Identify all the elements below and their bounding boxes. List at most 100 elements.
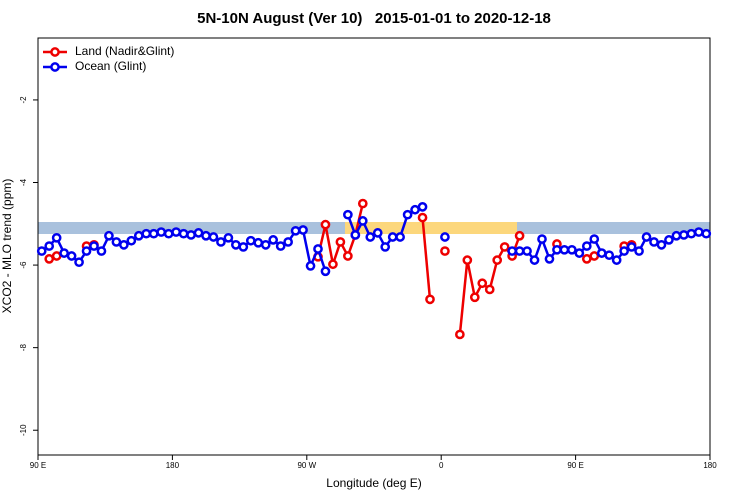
data-point — [455, 329, 465, 340]
data-point — [514, 246, 525, 256]
x-tick-label: 180 — [166, 461, 180, 470]
data-point — [581, 241, 592, 251]
data-point — [81, 246, 92, 256]
data-point — [148, 228, 159, 239]
data-point — [231, 239, 241, 250]
data-point — [313, 244, 323, 254]
chart-title: 5N-10N August (Ver 10) 2015-01-01 to 202… — [197, 10, 551, 27]
data-point — [320, 266, 331, 277]
surface-band — [38, 222, 710, 234]
data-point — [596, 248, 607, 258]
data-point — [387, 232, 398, 242]
x-tick-label: 180 — [703, 461, 717, 470]
data-point — [395, 232, 405, 242]
legend-marker — [50, 62, 60, 72]
data-point — [372, 228, 383, 238]
data-point — [343, 251, 353, 261]
data-point — [686, 228, 697, 239]
data-point — [499, 242, 510, 252]
data-point — [641, 232, 652, 242]
data-point — [693, 227, 704, 237]
data-point — [156, 227, 167, 237]
data-point — [320, 219, 331, 230]
y-tick-label: -4 — [19, 178, 28, 186]
data-point — [357, 216, 368, 226]
y-tick-label: -2 — [19, 96, 28, 104]
data-point — [544, 254, 555, 264]
data-point — [529, 255, 540, 265]
data-point — [656, 239, 667, 250]
data-point — [484, 284, 495, 295]
data-point — [589, 234, 600, 244]
plot-frame — [37, 37, 711, 456]
data-point — [402, 209, 413, 220]
data-point — [126, 235, 137, 246]
x-tick-label: 90 E — [567, 461, 583, 470]
data-point — [141, 228, 152, 239]
data-point — [275, 241, 286, 251]
data-point — [44, 241, 55, 251]
data-point — [238, 242, 249, 252]
data-point — [208, 232, 219, 242]
data-point — [216, 237, 226, 247]
y-tick-label: -8 — [19, 344, 28, 352]
data-point — [417, 212, 428, 223]
data-point — [604, 250, 615, 261]
ocean-band — [517, 222, 710, 234]
data-point — [305, 261, 316, 271]
data-point — [611, 255, 622, 265]
data-point — [89, 241, 99, 251]
data-point — [59, 248, 69, 258]
data-point — [193, 228, 204, 238]
legend-label: Ocean (Glint) — [75, 59, 146, 73]
data-point — [357, 198, 368, 209]
data-point — [417, 202, 428, 212]
data-point — [567, 244, 577, 255]
data-point — [469, 292, 480, 303]
data-point — [290, 225, 301, 236]
ocean-band — [38, 222, 345, 234]
data-point — [44, 254, 55, 264]
x-tick-label: 90 E — [30, 461, 46, 470]
y-tick-label: -10 — [19, 424, 28, 436]
data-point — [462, 255, 473, 265]
data-point — [649, 237, 659, 247]
data-point — [119, 239, 129, 250]
data-point — [268, 235, 279, 245]
data-point — [581, 254, 592, 264]
data-point — [178, 228, 189, 239]
land-band — [345, 222, 517, 234]
data-point — [440, 246, 450, 256]
data-point — [201, 230, 211, 241]
data-point — [245, 235, 256, 246]
data-point — [626, 242, 637, 252]
data-point — [171, 227, 181, 237]
data-point — [679, 230, 689, 240]
legend: Land (Nadir&Glint)Ocean (Glint) — [43, 44, 174, 73]
data-point — [634, 246, 644, 256]
data-point — [514, 230, 525, 241]
data-point — [492, 255, 503, 265]
data-point — [133, 230, 144, 241]
data-point — [440, 232, 450, 242]
legend-marker — [50, 47, 60, 57]
data-point — [223, 232, 234, 243]
y-axis-label: XCO2 - MLO trend (ppm) — [0, 179, 14, 314]
data-point — [552, 244, 562, 255]
data-point — [36, 246, 47, 256]
data-point — [66, 251, 77, 261]
data-point — [328, 259, 338, 270]
x-tick-label: 0 — [439, 461, 444, 470]
series-line — [421, 217, 432, 300]
data-point — [701, 228, 712, 239]
data-point — [51, 232, 62, 243]
data-point — [260, 239, 271, 250]
data-point — [163, 228, 174, 239]
data-point — [671, 230, 682, 241]
data-point — [104, 230, 114, 241]
data-point — [425, 294, 435, 305]
x-axis-label: Longitude (deg E) — [326, 476, 421, 490]
data-point — [477, 278, 488, 289]
x-tick-label: 90 W — [297, 461, 316, 470]
